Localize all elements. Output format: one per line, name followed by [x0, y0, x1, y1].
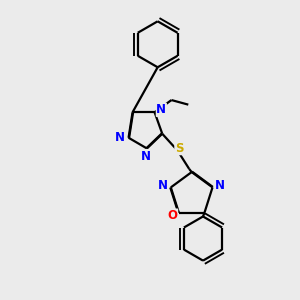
- Text: N: N: [156, 103, 166, 116]
- Text: N: N: [141, 150, 151, 163]
- Text: N: N: [215, 179, 225, 192]
- Text: S: S: [175, 142, 183, 155]
- Text: N: N: [115, 131, 125, 144]
- Text: O: O: [168, 209, 178, 222]
- Text: N: N: [158, 179, 168, 192]
